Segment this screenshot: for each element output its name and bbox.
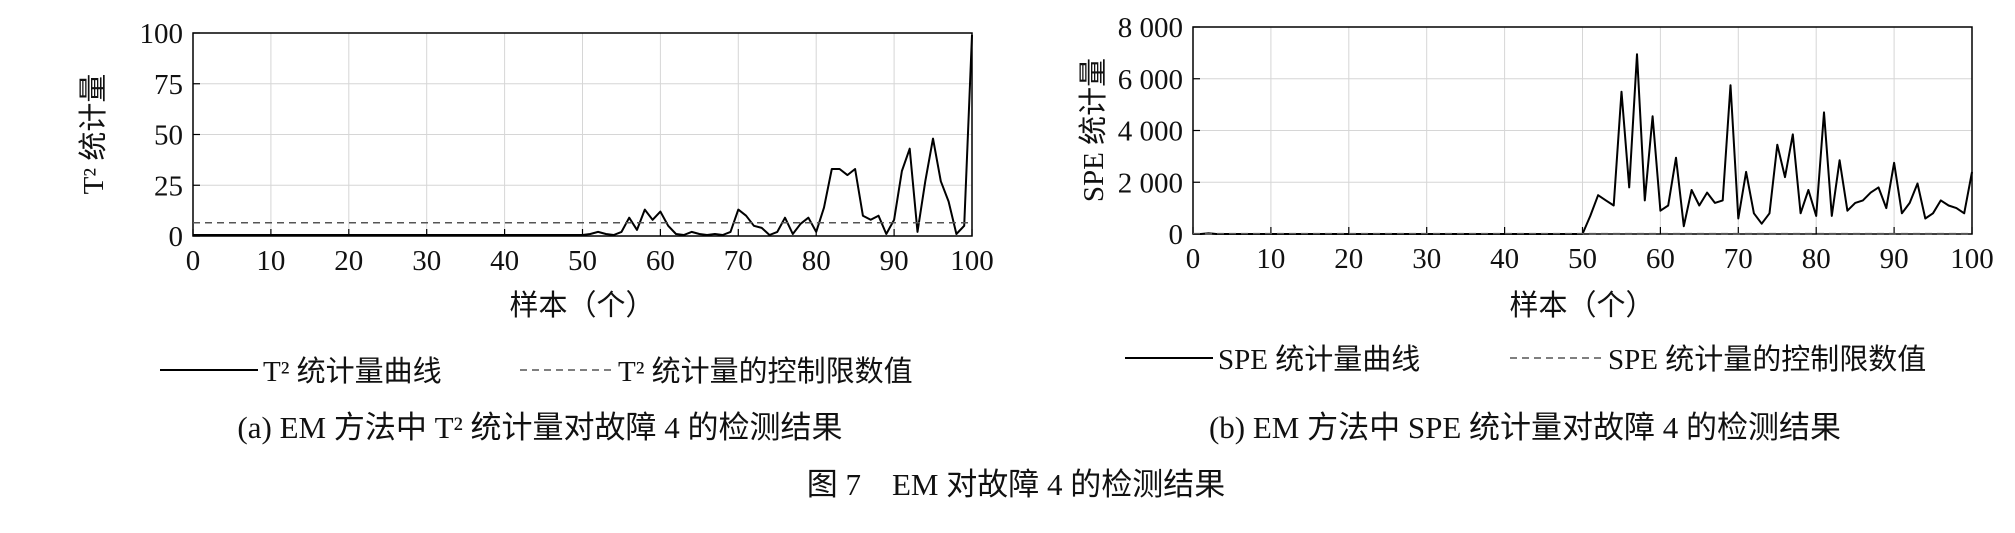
panel-a-xtick-label: 60 [646,245,675,277]
panel-a-ytick-label: 100 [140,18,184,50]
panel-b: 0 10 20 30 40 50 60 70 80 90 100 0 2 000 4 000 6 000 8… [1077,12,1994,445]
panel-b-xtick-label: 60 [1646,243,1675,275]
panel-a-xticks: 0 10 20 30 40 50 60 70 80 90 100 [186,229,994,277]
panel-a-ytick-label: 0 [169,221,184,253]
panel-b-xtick-label: 90 [1880,243,1909,275]
panel-b-ytick-label: 2 000 [1118,167,1183,199]
panel-a-ylabel: T² 统计量 [77,74,110,195]
panel-a-xtick-label: 70 [724,245,753,277]
panel-a-ytick-label: 50 [154,120,183,152]
panel-a-xtick-label: 10 [256,245,285,277]
panel-a-xtick-label: 30 [412,245,441,277]
panel-b-xtick-label: 100 [1950,243,1994,275]
panel-a-xtick-label: 20 [334,245,363,277]
panel-b-ytick-label: 8 000 [1118,12,1183,44]
panel-b-xtick-label: 0 [1186,243,1201,275]
panel-b-ytick-label: 0 [1169,219,1184,251]
panel-b-ytick-label: 6 000 [1118,64,1183,96]
panel-a-caption: (a) EM 方法中 T² 统计量对故障 4 的检测结果 [237,410,842,445]
panel-b-xtick-label: 40 [1490,243,1519,275]
panel-b-xtick-label: 50 [1568,243,1597,275]
panel-a-yticks: 0 25 50 75 100 [140,18,200,253]
panel-b-ytick-label: 4 000 [1118,116,1183,148]
panel-b-xtick-label: 30 [1412,243,1441,275]
panel-b-xtick-label: 20 [1334,243,1363,275]
panel-b-legend-solid-label: SPE 统计量曲线 [1218,343,1420,376]
panel-b-xtick-label: 70 [1724,243,1753,275]
panel-a-series [193,34,973,236]
panel-b-xtick-label: 10 [1256,243,1285,275]
figure-caption: 图 7 EM 对故障 4 的检测结果 [807,467,1226,502]
panel-b-yticks: 0 2 000 4 000 6 000 8 000 [1118,12,1200,251]
panel-a-series-statistic-line [193,34,973,236]
panel-a-xtick-label: 50 [568,245,597,277]
panel-a-ytick-label: 75 [154,69,183,101]
panel-a-xtick-label: 40 [490,245,519,277]
panel-b-xticks: 0 10 20 30 40 50 60 70 80 90 100 [1186,227,1994,275]
panel-a-legend-dashed-label: T² 统计量的控制限数值 [618,355,913,388]
panel-a-grid [193,33,972,236]
panel-b-caption: (b) EM 方法中 SPE 统计量对故障 4 的检测结果 [1209,410,1841,445]
panel-a-xtick-label: 100 [950,245,994,277]
panel-a-xtick-label: 0 [186,245,201,277]
panel-b-series [1193,53,1973,235]
panel-a-xtick-label: 90 [880,245,909,277]
panel-a-legend: T² 统计量曲线 T² 统计量的控制限数值 [160,355,913,388]
panel-a-xlabel: 样本（个） [509,289,654,322]
panel-a-xtick-label: 80 [802,245,831,277]
panel-b-legend: SPE 统计量曲线 SPE 统计量的控制限数值 [1125,343,1926,376]
panel-b-xtick-label: 80 [1802,243,1831,275]
panel-b-legend-dashed-label: SPE 统计量的控制限数值 [1608,343,1926,376]
panel-a-legend-solid-label: T² 统计量曲线 [263,355,442,388]
panel-b-xlabel: 样本（个） [1509,289,1654,322]
panel-b-ylabel: SPE 统计量 [1077,58,1110,202]
panel-a-ytick-label: 25 [154,170,183,202]
